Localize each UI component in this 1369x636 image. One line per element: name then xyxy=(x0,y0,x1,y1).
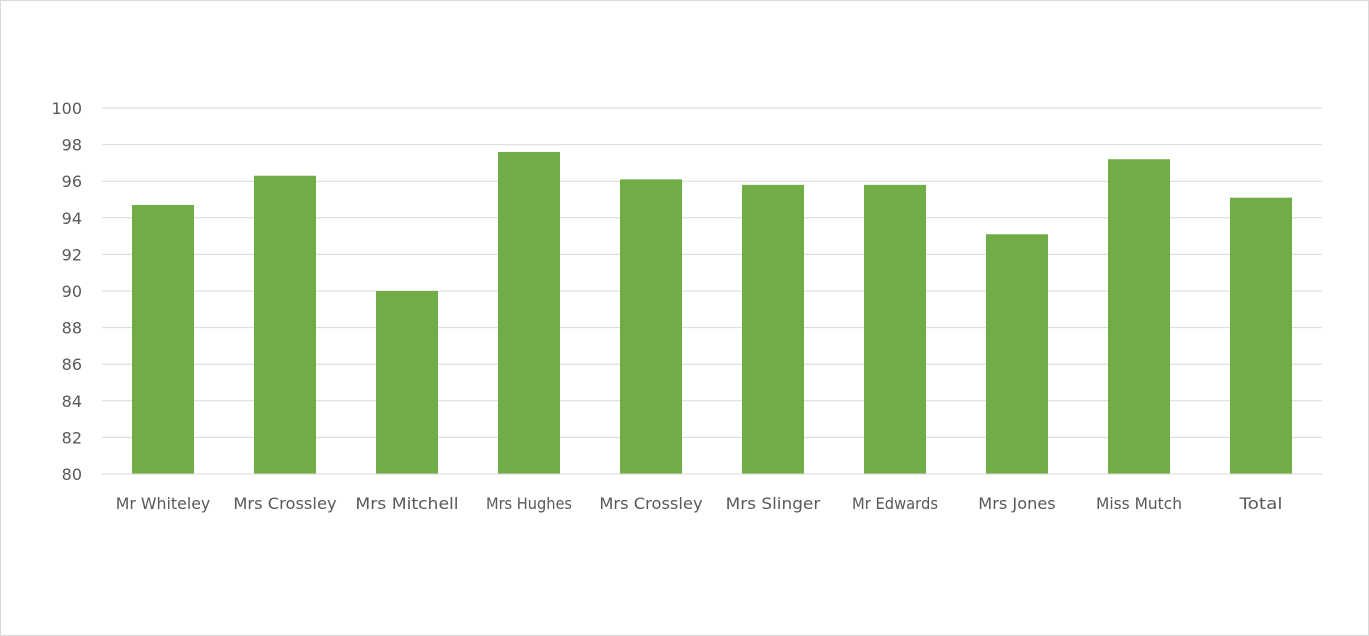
bar xyxy=(986,234,1048,474)
y-tick-label: 90 xyxy=(62,282,82,301)
y-axis-ticks: 80 82 84 86 88 90 92 94 96 98 100 xyxy=(51,99,82,484)
x-category-label: Miss Mutch xyxy=(1096,494,1182,513)
bar xyxy=(1230,197,1292,475)
y-tick-label: 80 xyxy=(62,465,82,484)
bars xyxy=(132,151,1292,475)
y-tick-label: 98 xyxy=(62,136,82,155)
y-tick-label: 92 xyxy=(62,245,82,264)
x-category-label: Mr Whiteley xyxy=(116,494,211,513)
y-tick-label: 96 xyxy=(62,172,82,191)
bar xyxy=(254,175,316,474)
y-tick-label: 94 xyxy=(62,209,82,228)
y-tick-label: 100 xyxy=(51,99,82,118)
bar xyxy=(742,184,804,475)
x-category-label: Mrs Crossley xyxy=(599,494,702,513)
x-axis-labels: Mr Whiteley Mrs Crossley Mrs Mitchell Mrs H… xyxy=(116,494,1283,513)
x-category-label: Mrs Hughes xyxy=(486,494,572,513)
bar xyxy=(376,291,438,474)
bar xyxy=(620,179,682,474)
y-tick-label: 84 xyxy=(62,392,82,411)
y-tick-label: 88 xyxy=(62,319,82,338)
x-category-label: Mrs Jones xyxy=(978,494,1055,513)
x-category-label: Mrs Crossley xyxy=(233,494,336,513)
y-tick-label: 82 xyxy=(62,428,82,447)
x-category-label: Mrs Slinger xyxy=(726,494,821,513)
x-category-label: Total xyxy=(1238,494,1282,513)
y-tick-label: 86 xyxy=(62,355,82,374)
bar xyxy=(498,151,560,475)
bar xyxy=(1108,159,1170,475)
bar xyxy=(864,184,926,475)
x-category-label: Mrs Mitchell xyxy=(355,494,458,513)
bar xyxy=(132,204,194,475)
x-category-label: Mr Edwards xyxy=(852,494,938,513)
